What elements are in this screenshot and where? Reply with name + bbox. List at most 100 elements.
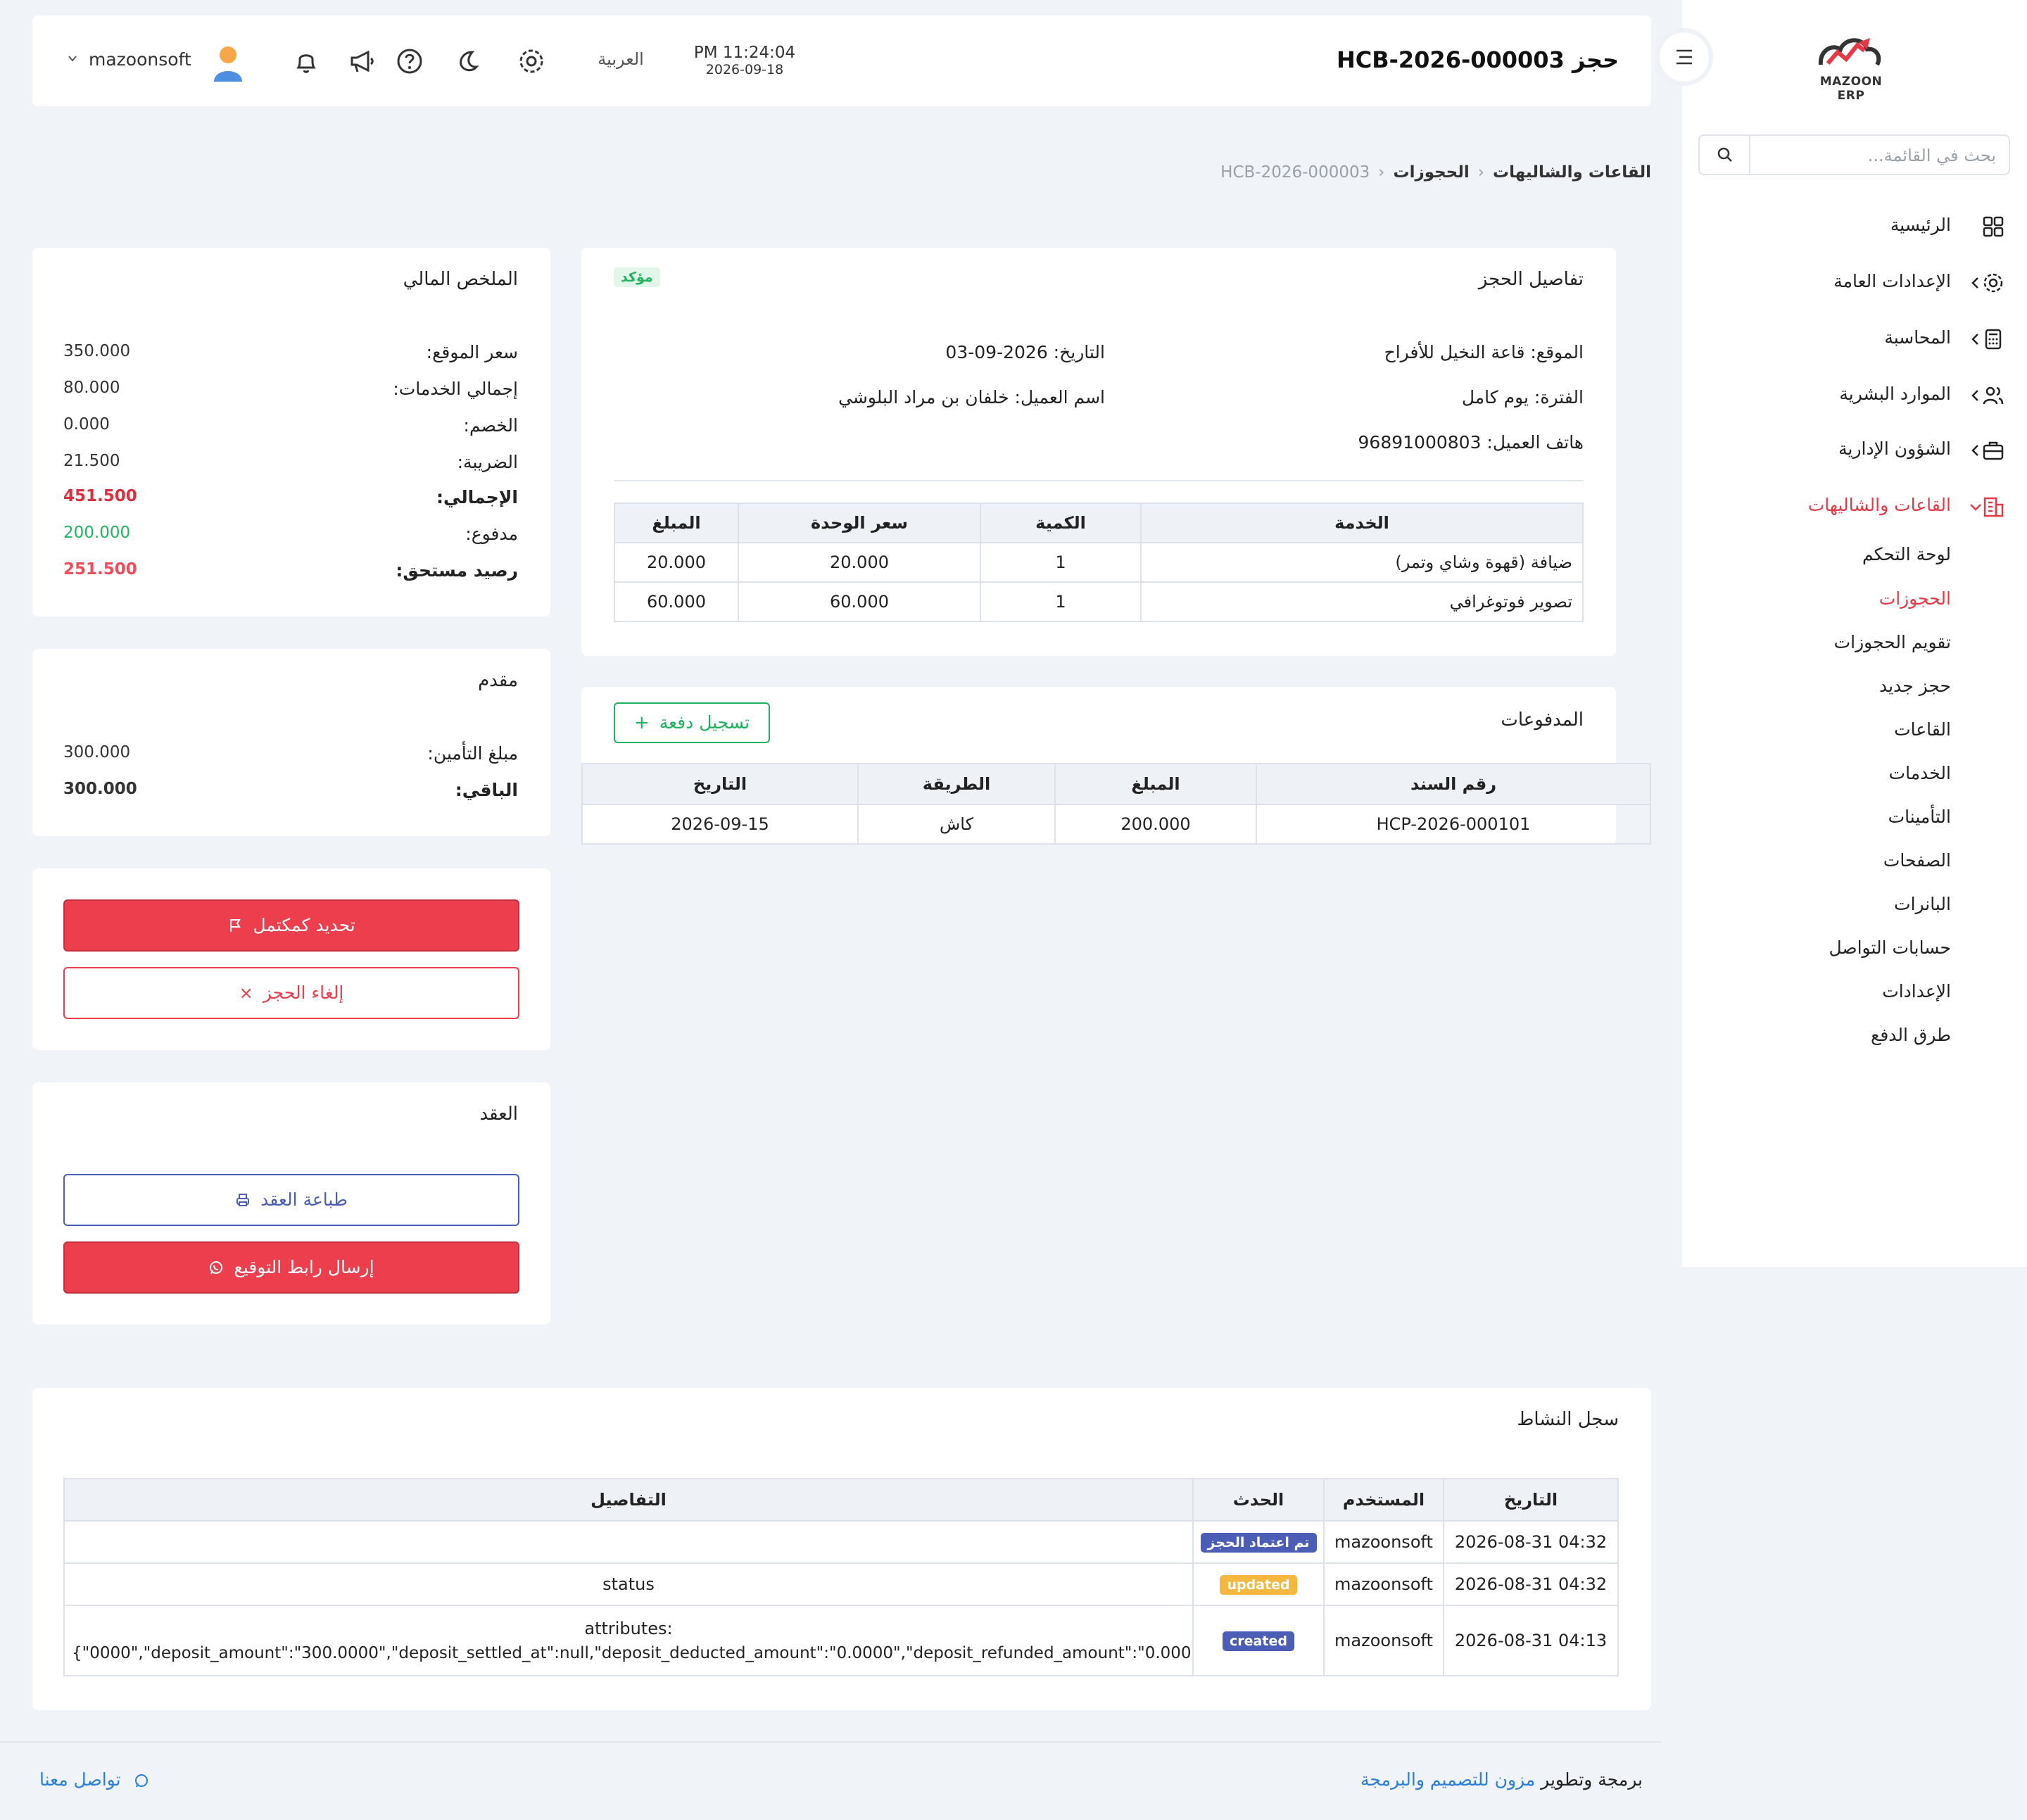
dark-mode-moon-icon[interactable] bbox=[453, 46, 482, 76]
subnav-settings[interactable]: الإعدادات bbox=[1882, 981, 1951, 1001]
sidebar-search[interactable] bbox=[1698, 134, 2010, 175]
cell-date: 2026-08-31 04:13 bbox=[1444, 1605, 1618, 1676]
chevron-down-icon[interactable] bbox=[66, 52, 79, 65]
sidebar-item-label: الشؤون الإدارية bbox=[1838, 438, 1951, 459]
menu-lines-icon bbox=[1674, 46, 1695, 68]
actions-card: تحديد كمكتمل إلغاء الحجز × bbox=[32, 868, 550, 1050]
chevron-left-icon bbox=[1967, 331, 1984, 348]
avatar[interactable] bbox=[210, 44, 246, 83]
table-row: ضيافة (قهوة وشاي وتمر) 1 20.000 20.000 bbox=[614, 543, 1583, 582]
sidebar-item-label: الإعدادات العامة bbox=[1833, 271, 1951, 291]
add-payment-label: تسجيل دفعة bbox=[659, 704, 750, 742]
subnav-social-accounts[interactable]: حسابات التواصل bbox=[1829, 937, 1951, 958]
sidebar-item-label: المحاسبة bbox=[1884, 327, 1951, 348]
cell-method: كاش bbox=[858, 804, 1055, 844]
breadcrumb-page[interactable]: الحجوزات bbox=[1393, 163, 1469, 182]
cell-details: attributes: {"0000","deposit_amount":"30… bbox=[64, 1605, 1193, 1676]
column-header: رقم السند bbox=[1256, 764, 1650, 804]
breadcrumb-separator: ‹ bbox=[1378, 163, 1384, 182]
card-title: المدفوعات bbox=[1501, 709, 1584, 731]
cell-service: ضيافة (قهوة وشاي وتمر) bbox=[1141, 543, 1583, 582]
user-menu-name[interactable]: mazoonsoft bbox=[89, 49, 191, 70]
chevron-down-icon bbox=[1967, 498, 1984, 515]
settings-gear-icon[interactable] bbox=[517, 46, 546, 76]
grid-icon bbox=[1982, 215, 2004, 238]
header-clock-date: 2026-09-18 bbox=[667, 62, 822, 77]
contact-us-link[interactable]: تواصل معنا bbox=[39, 1769, 149, 1790]
sidebar-toggle-button[interactable] bbox=[1655, 28, 1713, 86]
sidebar-item-general-settings[interactable]: الإعدادات العامة bbox=[1682, 262, 2027, 304]
table-row: HCP-2026-000101 200.000 كاش 2026-09-15 bbox=[582, 804, 1650, 844]
sidebar-item-admin-affairs[interactable]: الشؤون الإدارية bbox=[1682, 429, 2027, 472]
column-header: الحدث bbox=[1193, 1479, 1324, 1521]
subnav-deposits[interactable]: التأمينات bbox=[1888, 807, 1951, 827]
financial-summary-card: الملخص المالي سعر الموقع: 350.000 إجمالي… bbox=[32, 248, 550, 617]
sidebar-item-halls-chalets[interactable]: القاعات والشاليهات bbox=[1682, 486, 2027, 528]
search-input[interactable] bbox=[1764, 143, 1996, 168]
card-title: الملخص المالي bbox=[403, 269, 518, 290]
column-header: المستخدم bbox=[1324, 1479, 1444, 1521]
subnav-bookings-calendar[interactable]: تقويم الحجوزات bbox=[1834, 632, 1951, 652]
top-header: حجز HCB-2026-000003 PM 11:24:04 2026-09-… bbox=[32, 15, 1651, 106]
search-icon bbox=[1717, 146, 1734, 163]
cancel-booking-button[interactable]: إلغاء الحجز × bbox=[63, 967, 519, 1019]
calculator-icon bbox=[1982, 328, 2004, 350]
brand-logo[interactable]: MAZOON ERP bbox=[1805, 28, 1897, 95]
megaphone-icon[interactable] bbox=[347, 46, 377, 76]
mark-complete-button[interactable]: تحديد كمكتمل bbox=[63, 899, 519, 952]
cell-amount: 60.000 bbox=[614, 582, 738, 621]
cell-user: mazoonsoft bbox=[1324, 1605, 1444, 1676]
details-json: {"0000","deposit_amount":"300.0000","dep… bbox=[72, 1644, 1185, 1662]
subnav-payment-methods[interactable]: طرق الدفع bbox=[1871, 1025, 1951, 1045]
sidebar-item-hr[interactable]: الموارد البشرية bbox=[1682, 374, 2027, 417]
subnav-pages[interactable]: الصفحات bbox=[1883, 850, 1951, 871]
subnav-dashboard[interactable]: لوحة التحكم bbox=[1862, 544, 1951, 564]
summary-label: سعر الموقع: bbox=[427, 342, 518, 362]
printer-icon bbox=[235, 1192, 251, 1208]
sidebar-item-label: القاعات والشاليهات bbox=[1808, 495, 1951, 515]
activity-log-card: سجل النشاط التاريخ المستخدم الحدث التفاص… bbox=[32, 1388, 1651, 1710]
card-title: العقد bbox=[480, 1104, 519, 1125]
cell-user: mazoonsoft bbox=[1324, 1521, 1444, 1563]
briefcase-icon bbox=[1982, 439, 2004, 462]
sidebar-item-accounting[interactable]: المحاسبة bbox=[1682, 318, 2027, 360]
summary-label: مدفوع: bbox=[465, 524, 518, 544]
search-button[interactable] bbox=[1700, 136, 1750, 174]
flag-icon bbox=[227, 918, 243, 933]
help-icon[interactable] bbox=[395, 46, 424, 76]
cell-date: 2026-09-15 bbox=[582, 804, 858, 844]
sidebar-item-label: الرئيسية bbox=[1890, 215, 1951, 235]
divider bbox=[614, 480, 1584, 481]
subnav-halls[interactable]: القاعات bbox=[1894, 719, 1951, 740]
language-switch[interactable]: العربية bbox=[579, 49, 663, 69]
subnav-services[interactable]: الخدمات bbox=[1889, 763, 1951, 783]
add-payment-button[interactable]: تسجيل دفعة + bbox=[614, 702, 770, 743]
footer-credit-prefix: برمجة وتطوير bbox=[1541, 1769, 1643, 1790]
footer-credit: برمجة وتطوير مزون للتصميم والبرمجة bbox=[1360, 1769, 1643, 1790]
card-title: مقدم bbox=[478, 670, 518, 691]
page-title: حجز HCB-2026-000003 bbox=[1337, 46, 1619, 73]
breadcrumb-section[interactable]: القاعات والشاليهات bbox=[1493, 163, 1651, 182]
print-contract-button[interactable]: طباعة العقد bbox=[63, 1174, 519, 1226]
subnav-bookings[interactable]: الحجوزات bbox=[1879, 588, 1951, 609]
gear-icon bbox=[1982, 272, 2004, 294]
activity-table: التاريخ المستخدم الحدث التفاصيل 2026-08-… bbox=[63, 1478, 1619, 1676]
table-row: 2026-08-31 04:32 mazoonsoft updated stat… bbox=[64, 1563, 1618, 1605]
payments-card: المدفوعات تسجيل دفعة + رقم السند المبلغ ا… bbox=[581, 687, 1616, 845]
contact-us-label: تواصل معنا bbox=[39, 1769, 121, 1790]
cell-service: تصوير فوتوغرافي bbox=[1141, 582, 1583, 621]
footer-company-link[interactable]: مزون للتصميم والبرمجة bbox=[1360, 1769, 1535, 1790]
column-header: سعر الوحدة bbox=[738, 503, 980, 543]
notifications-bell-icon[interactable] bbox=[291, 46, 321, 76]
cell-amount: 20.000 bbox=[614, 543, 738, 582]
cell-unit-price: 20.000 bbox=[738, 543, 980, 582]
cell-voucher: HCP-2026-000101 bbox=[1256, 804, 1650, 844]
column-header: التفاصيل bbox=[64, 1479, 1193, 1521]
column-header: الطريقة bbox=[858, 764, 1055, 804]
subnav-new-booking[interactable]: حجز جديد bbox=[1879, 676, 1951, 696]
sidebar-item-home[interactable]: الرئيسية bbox=[1682, 206, 2027, 248]
print-contract-label: طباعة العقد bbox=[260, 1175, 348, 1225]
send-signature-link-button[interactable]: إرسال رابط التوقيع bbox=[63, 1241, 519, 1294]
card-title: تفاصيل الحجز bbox=[1479, 269, 1584, 290]
subnav-banners[interactable]: البانرات bbox=[1894, 894, 1951, 914]
